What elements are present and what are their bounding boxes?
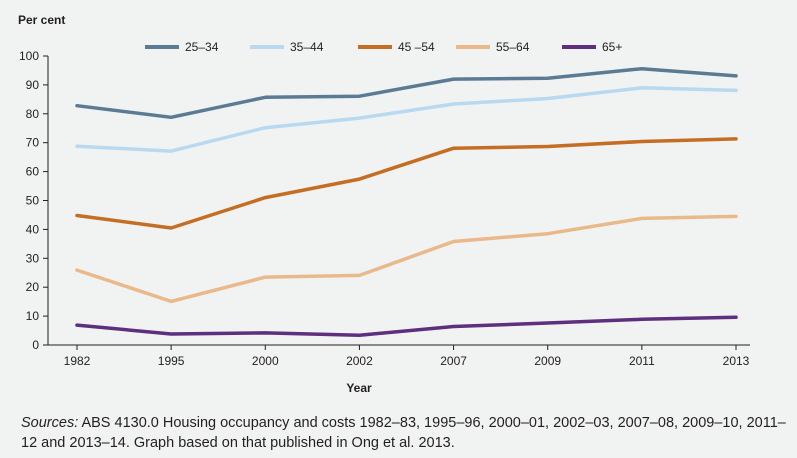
y-tick-label: 100 — [19, 49, 39, 63]
sources-label: Sources: — [21, 415, 79, 431]
series-line — [75, 86, 738, 153]
y-tick-label: 10 — [26, 309, 40, 323]
axes: 0 10 20 30 40 50 60 70 80 90 100 1982 1995 2000 2002 20… — [19, 49, 750, 368]
series-line — [75, 137, 738, 230]
y-tick-label: 80 — [26, 107, 40, 121]
x-tick-label: 1995 — [158, 354, 185, 368]
x-tick-label: 2013 — [723, 354, 750, 368]
series-line — [75, 66, 738, 120]
x-tick-label: 2007 — [440, 354, 467, 368]
y-tick-label: 90 — [26, 78, 40, 92]
sources-note: Sources: ABS 4130.0 Housing occupancy an… — [21, 413, 791, 453]
y-tick-label: 0 — [32, 338, 39, 352]
series-line — [75, 315, 738, 337]
x-tick-label: 1982 — [64, 354, 91, 368]
x-tick-label: 2011 — [629, 354, 655, 368]
y-tick-label: 30 — [26, 251, 40, 265]
legend: 25–34 35–44 45 –54 55–64 65+ — [145, 40, 622, 54]
y-axis-title: Per cent — [18, 13, 65, 27]
legend-label: 35–44 — [290, 40, 324, 54]
y-tick-label: 40 — [26, 222, 40, 236]
series-line — [75, 214, 738, 304]
line-chart: Per cent Year 0 10 20 30 40 50 60 70 80 90 100 1982… — [18, 13, 750, 395]
y-tick-label: 60 — [26, 165, 40, 179]
legend-label: 45 –54 — [398, 40, 435, 54]
sources-text: ABS 4130.0 Housing occupancy and costs 1… — [21, 415, 786, 451]
x-tick-label: 2002 — [346, 354, 373, 368]
y-tick-label: 50 — [26, 194, 40, 208]
legend-label: 55–64 — [496, 40, 530, 54]
series-lines — [75, 66, 738, 337]
legend-label: 65+ — [602, 40, 622, 54]
x-tick-label: 2000 — [252, 354, 279, 368]
x-tick-label: 2009 — [534, 354, 561, 368]
legend-label: 25–34 — [185, 40, 219, 54]
y-tick-label: 70 — [26, 136, 40, 150]
y-tick-label: 20 — [26, 280, 40, 294]
x-axis-title: Year — [346, 381, 372, 395]
